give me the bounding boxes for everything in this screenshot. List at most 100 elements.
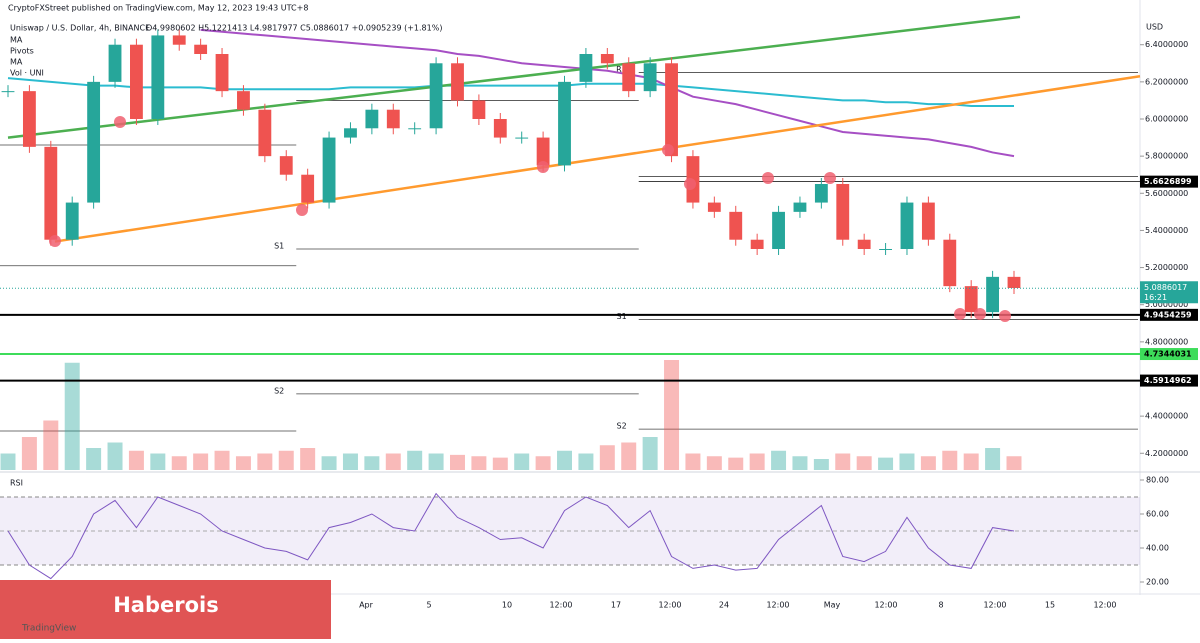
volume-bar bbox=[385, 453, 401, 470]
volume-bar bbox=[364, 456, 380, 470]
volume-bar bbox=[86, 448, 102, 470]
candle bbox=[964, 286, 978, 313]
pivot-label: S2 bbox=[617, 422, 627, 431]
candle bbox=[408, 128, 422, 130]
x-tick-label: 12:00 bbox=[766, 601, 789, 610]
candle bbox=[429, 63, 443, 129]
candle bbox=[386, 109, 400, 129]
volume-bar bbox=[621, 442, 637, 470]
candle bbox=[130, 44, 143, 119]
candle bbox=[857, 239, 871, 249]
y-tick-label: 4.2000000 bbox=[1145, 449, 1188, 458]
candle bbox=[729, 211, 743, 240]
candle bbox=[44, 146, 58, 240]
x-tick-label: 15 bbox=[1045, 601, 1055, 610]
candle bbox=[215, 54, 229, 92]
volume-bar bbox=[43, 420, 59, 470]
candle bbox=[836, 184, 850, 240]
volume-bar bbox=[235, 456, 251, 470]
candle bbox=[301, 174, 315, 203]
candle bbox=[600, 54, 614, 64]
candle bbox=[665, 63, 678, 157]
marker bbox=[974, 308, 986, 320]
volume-bar bbox=[449, 454, 465, 470]
volume-bar bbox=[813, 459, 829, 470]
last-price-label: 5.0886017 bbox=[1144, 283, 1187, 292]
x-tick-label: Apr bbox=[359, 601, 374, 610]
level-box bbox=[1140, 308, 1198, 321]
volume-bar bbox=[407, 450, 423, 470]
candle bbox=[750, 239, 764, 249]
candle bbox=[237, 91, 250, 110]
candle bbox=[365, 109, 379, 129]
volume-bar bbox=[214, 450, 230, 470]
candle bbox=[814, 184, 828, 203]
x-tick-label: 12:00 bbox=[983, 601, 1006, 610]
indicator: MA bbox=[10, 58, 23, 67]
x-tick-label: 5 bbox=[426, 601, 431, 610]
volume-bar bbox=[749, 453, 765, 470]
candle bbox=[793, 202, 807, 212]
volume-bar bbox=[728, 457, 744, 470]
volume-bar bbox=[0, 453, 16, 470]
candle bbox=[622, 63, 636, 92]
volume-bar bbox=[21, 437, 37, 470]
volume-bar bbox=[128, 450, 144, 470]
rsi-tick-label: 80.00 bbox=[1146, 476, 1169, 485]
y-tick-label: 4.4000000 bbox=[1145, 412, 1188, 421]
plot: 6.4000000 6.2000000 6.0000000 5.8000000 5.60… bbox=[0, 15, 1198, 610]
rsi-line bbox=[7, 492, 1015, 580]
volume-bar bbox=[963, 453, 979, 470]
marker bbox=[762, 172, 774, 184]
volume-bar bbox=[771, 450, 787, 470]
volume-bar bbox=[171, 456, 187, 470]
volume-bar bbox=[300, 448, 316, 470]
marker bbox=[684, 178, 696, 190]
volume-bar bbox=[342, 453, 358, 470]
candle bbox=[1, 91, 15, 93]
currency: USD bbox=[1146, 23, 1163, 32]
marker bbox=[954, 308, 966, 320]
y-tick-label: 4.8000000 bbox=[1145, 337, 1188, 346]
volume-bar bbox=[878, 457, 894, 470]
x-tick-label: 12:00 bbox=[658, 601, 681, 610]
candle bbox=[536, 137, 550, 166]
brand: TradingView bbox=[21, 624, 76, 634]
candle bbox=[172, 35, 186, 45]
marker bbox=[999, 310, 1011, 322]
volume-bar bbox=[899, 453, 915, 470]
candle bbox=[65, 202, 79, 240]
y-tick-label: 5.6000000 bbox=[1145, 189, 1188, 198]
level-label: 4.9454259 bbox=[1144, 310, 1192, 319]
candle bbox=[515, 137, 529, 139]
y-tick-label: 6.0000000 bbox=[1145, 115, 1188, 124]
level-label: 4.5914962 bbox=[1144, 376, 1192, 385]
level-label: 5.6626899 bbox=[1144, 177, 1192, 186]
markers bbox=[49, 116, 1011, 322]
x-tick-label: May bbox=[824, 601, 841, 610]
candle bbox=[943, 239, 957, 287]
volume-bar bbox=[942, 450, 958, 470]
candle bbox=[772, 211, 785, 249]
candle bbox=[87, 81, 101, 203]
x-tick-label: 12:00 bbox=[874, 601, 897, 610]
volume-bar bbox=[642, 437, 658, 470]
volume-bar bbox=[471, 456, 487, 470]
volume-bar bbox=[706, 456, 722, 470]
marker bbox=[114, 116, 126, 128]
y-tick-label: 5.4000000 bbox=[1145, 226, 1188, 235]
last-price-box bbox=[1140, 281, 1198, 304]
y-tick-label: 6.2000000 bbox=[1145, 77, 1188, 86]
candle bbox=[258, 109, 272, 157]
volume-bar bbox=[150, 453, 166, 470]
ohlc: O4.9980602 H5.1221413 L4.9817977 C5.0886… bbox=[146, 24, 442, 33]
indicator: Vol · UNI bbox=[10, 69, 44, 78]
volume-bar bbox=[578, 453, 594, 470]
y-tick-label: 5.2000000 bbox=[1145, 263, 1188, 272]
countdown: 16:21 bbox=[1144, 293, 1167, 302]
pivot-label: S2 bbox=[274, 386, 284, 395]
candle bbox=[279, 156, 293, 175]
candle bbox=[472, 100, 486, 119]
candle bbox=[451, 63, 464, 101]
